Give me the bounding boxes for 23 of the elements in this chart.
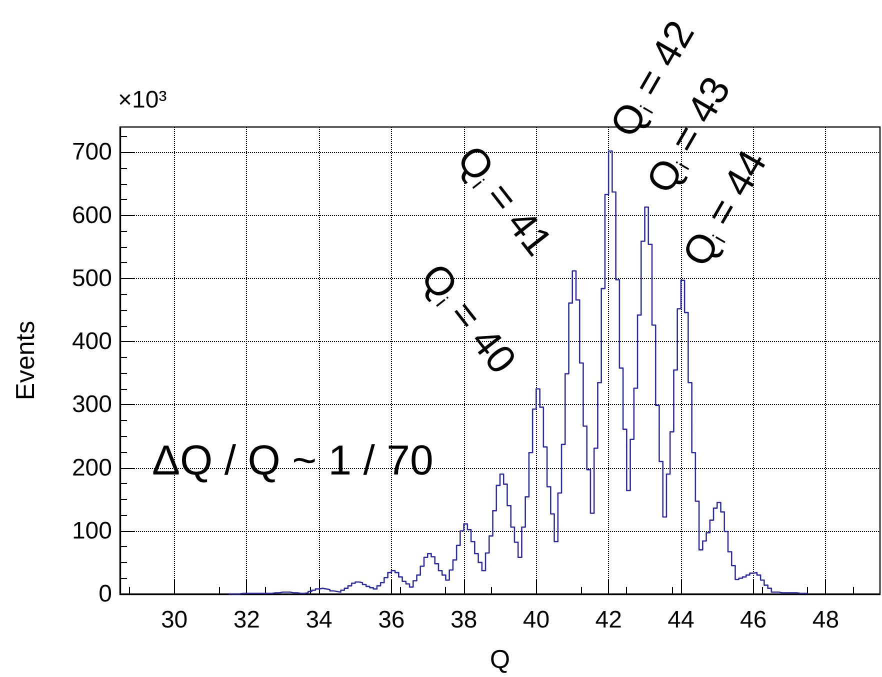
x-tick-label: 44 <box>668 606 694 634</box>
annotation: Qi = 40 <box>412 256 524 382</box>
x-tick-label: 48 <box>812 606 840 634</box>
x-tick-label: 42 <box>595 606 622 634</box>
y-tick-label: 400 <box>72 328 112 356</box>
x-tick-label: 34 <box>306 606 332 634</box>
y-tick-label: 500 <box>72 264 112 292</box>
y-tick-label: 200 <box>72 454 112 482</box>
y-tick-label: 100 <box>72 517 112 544</box>
x-tick-label: 36 <box>378 606 405 634</box>
text: ×10³ <box>118 86 167 114</box>
x-tick-label: 40 <box>522 606 550 634</box>
x-tick-label: 30 <box>160 606 188 634</box>
y-tick-label: 600 <box>72 202 112 229</box>
y-tick-label: 300 <box>72 391 112 418</box>
y-tick-label: 700 <box>72 138 112 166</box>
y-tick-label: 0 <box>98 580 112 608</box>
x-tick-label: 46 <box>740 606 767 634</box>
x-tick-label: 38 <box>450 606 478 634</box>
annotation: ΔQ / Q ~ 1 / 70 <box>152 436 434 484</box>
x-axis-title: Q <box>490 644 510 674</box>
x-tick-label: 32 <box>233 606 260 634</box>
y-axis-title: Events <box>10 320 40 400</box>
